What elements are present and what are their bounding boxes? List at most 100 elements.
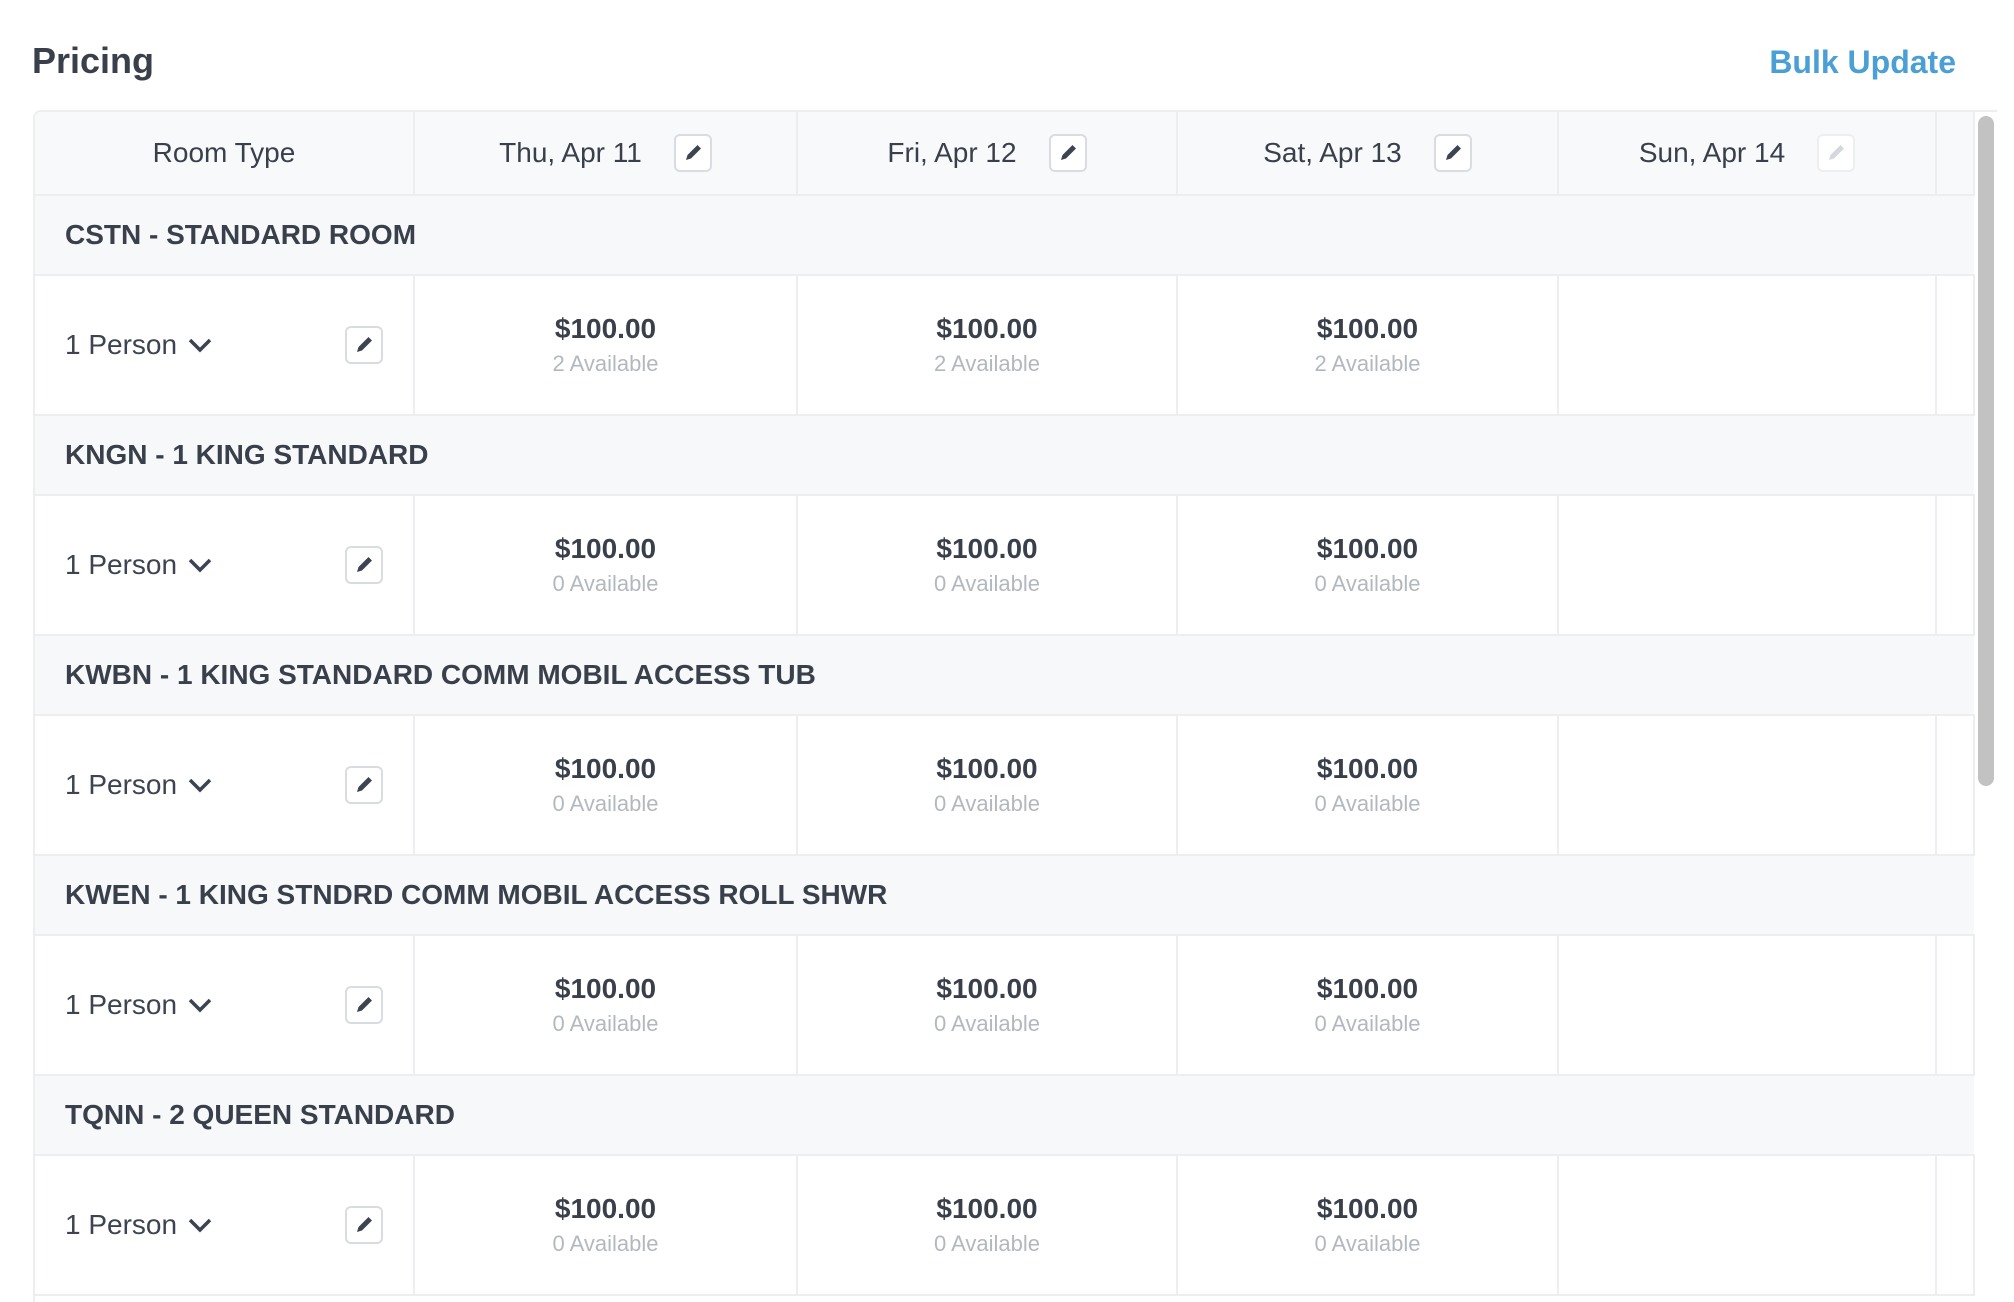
bulk-update-link[interactable]: Bulk Update [1769,44,1956,80]
price-cell[interactable] [1558,1155,1937,1296]
rate-dropdown[interactable]: 1 Person [65,989,213,1021]
price-value: $100.00 [1316,753,1419,784]
room-type-row: TQNN - 2 QUEEN STANDARD [35,1075,1974,1156]
rate-dropdown[interactable]: 1 Person [65,549,213,581]
pencil-icon [354,335,374,355]
room-type-row: KWEN - 1 KING STNDRD COMM MOBIL ACCESS R… [35,855,1974,936]
price-value: $100.00 [936,533,1038,564]
pencil-icon [1826,143,1846,163]
price-cell[interactable]: $100.00 0 Available [797,715,1178,856]
price-value: $100.00 [936,973,1038,1004]
edit-rate-button[interactable] [345,546,383,584]
rate-label: 1 Person [65,549,178,580]
date-header: Sun, Apr 14 [1558,112,1937,196]
availability: 0 Available [1314,791,1421,816]
page-title: Pricing [32,40,155,81]
rate-cell: 1 Person [35,935,415,1076]
availability: 0 Available [933,571,1040,596]
availability: 0 Available [552,1231,659,1256]
price-cell[interactable] [1558,715,1937,856]
price-cell[interactable]: $100.00 0 Available [797,935,1178,1076]
pencil-icon [354,555,374,575]
availability: 0 Available [933,1231,1040,1256]
rate-row: 1 Person $100.00 0 Available $100.00 0 Avail… [35,1155,1975,1296]
row-spacer [1936,715,1975,856]
price-cell[interactable] [1558,275,1937,416]
edit-rate-button[interactable] [345,766,383,804]
date-header: Fri, Apr 12 [797,112,1178,196]
chevron-down-icon [187,556,213,574]
price-value: $100.00 [554,313,657,344]
rate-row: 1 Person $100.00 0 Available $100.00 0 Avail… [35,495,1975,636]
price-value: $100.00 [936,1193,1038,1224]
price-cell[interactable]: $100.00 0 Available [414,715,798,856]
pencil-icon [354,775,374,795]
date-label: Sun, Apr 14 [1638,137,1786,168]
room-type-name: KNGN - 1 KING STANDARD [35,415,1974,496]
rate-dropdown[interactable]: 1 Person [65,1209,213,1241]
chevron-down-icon [187,1216,213,1234]
rate-row: 1 Person $100.00 0 Available $100.00 0 Avail… [35,715,1975,856]
price-value: $100.00 [936,753,1038,784]
date-header: Sat, Apr 13 [1177,112,1559,196]
room-type-row: KNGN - 1 KING STANDARD [35,415,1974,496]
pricing-table: Room Type Thu, Apr 11 Fri, Apr 12 Sat, Apr… [33,110,1997,1302]
availability: 0 Available [1314,1011,1421,1036]
room-type-row: KWBN - 1 KING STANDARD COMM MOBIL ACCESS… [35,635,1974,716]
pencil-icon [1443,143,1463,163]
price-cell[interactable] [1558,495,1937,636]
availability: 0 Available [552,1011,659,1036]
pencil-icon [1058,143,1078,163]
price-cell[interactable]: $100.00 2 Available [414,275,798,416]
edit-rate-button[interactable] [345,1206,383,1244]
price-cell[interactable] [1558,935,1937,1076]
edit-date-button[interactable] [673,134,712,172]
room-type-header: Room Type [35,112,415,196]
chevron-down-icon [187,776,213,794]
rate-label: 1 Person [65,329,178,360]
price-value: $100.00 [936,313,1038,344]
chevron-down-icon [187,336,213,354]
price-value: $100.00 [554,973,657,1004]
edit-date-button[interactable] [1817,134,1856,172]
edit-date-button[interactable] [1433,134,1472,172]
rate-cell: 1 Person [35,715,415,856]
rate-cell: 1 Person [35,275,415,416]
row-spacer [1936,935,1975,1076]
availability: 0 Available [933,1011,1040,1036]
price-value: $100.00 [554,1193,657,1224]
rate-row: 1 Person $100.00 0 Available $100.00 0 Avail… [35,935,1975,1076]
availability: 2 Available [1314,351,1421,376]
room-type-name: TQNN - 2 QUEEN STANDARD [35,1075,1974,1156]
rate-dropdown[interactable]: 1 Person [65,329,213,361]
price-value: $100.00 [1316,1193,1419,1224]
price-cell[interactable]: $100.00 0 Available [1177,715,1559,856]
price-cell[interactable]: $100.00 0 Available [1177,1155,1559,1296]
header-spacer [1936,112,1975,196]
rate-dropdown[interactable]: 1 Person [65,769,213,801]
edit-rate-button[interactable] [345,986,383,1024]
price-cell[interactable]: $100.00 0 Available [414,935,798,1076]
edit-date-button[interactable] [1048,134,1087,172]
room-type-name: KWBN - 1 KING STANDARD COMM MOBIL ACCESS… [35,635,1974,716]
price-cell[interactable]: $100.00 0 Available [414,1155,798,1296]
price-cell[interactable]: $100.00 0 Available [797,1155,1178,1296]
availability: 0 Available [1314,571,1421,596]
availability: 0 Available [1314,1231,1421,1256]
price-cell[interactable]: $100.00 2 Available [797,275,1178,416]
price-cell[interactable]: $100.00 0 Available [797,495,1178,636]
price-cell[interactable]: $100.00 0 Available [1177,935,1559,1076]
edit-rate-button[interactable] [345,326,383,364]
price-cell[interactable]: $100.00 2 Available [1177,275,1559,416]
price-cell[interactable]: $100.00 0 Available [414,495,798,636]
row-spacer [1936,275,1975,416]
price-cell[interactable]: $100.00 0 Available [1177,495,1559,636]
price-value: $100.00 [1316,313,1419,344]
availability: 2 Available [933,351,1040,376]
row-spacer [1936,495,1975,636]
price-value: $100.00 [554,533,657,564]
chevron-down-icon [187,996,213,1014]
availability: 0 Available [552,791,659,816]
vertical-scrollbar[interactable] [1978,116,1994,786]
date-label: Fri, Apr 12 [887,137,1017,168]
